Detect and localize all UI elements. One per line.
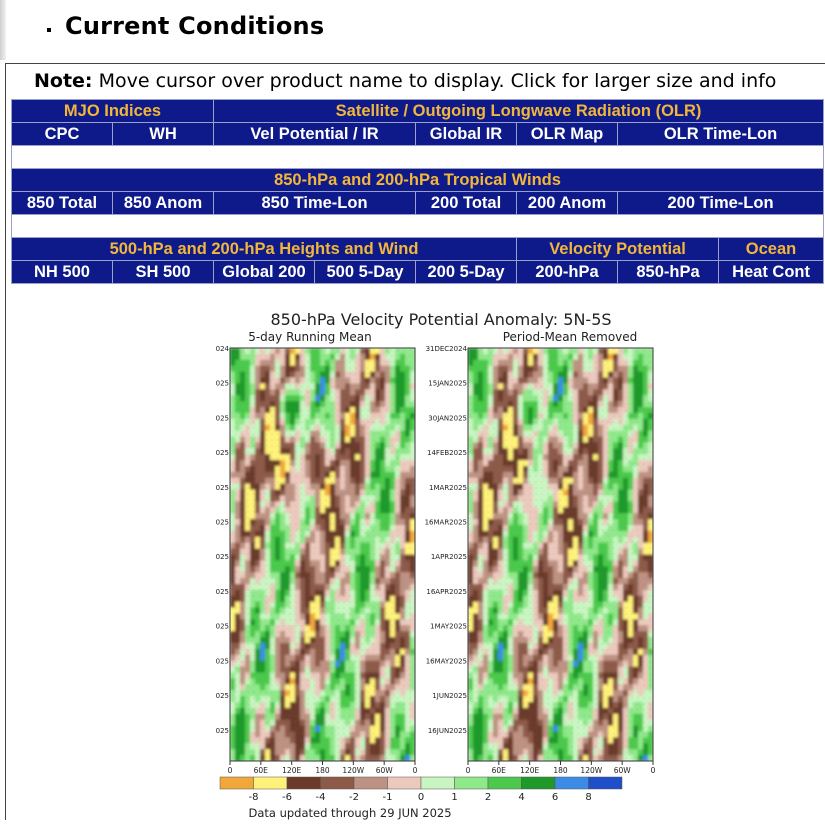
left-subtitle: 5-day Running Mean bbox=[248, 330, 372, 344]
link-global-ir[interactable]: Global IR bbox=[415, 122, 518, 146]
hovmoller-plot: 850-hPa Velocity Potential Anomaly: 5N-5… bbox=[187, 310, 656, 820]
figure-title: 850-hPa Velocity Potential Anomaly: 5N-5… bbox=[270, 310, 611, 329]
nav-header-row-2: 850-hPa and 200-hPa Tropical Winds bbox=[10, 168, 825, 192]
link-850-time-lon[interactable]: 850 Time-Lon bbox=[213, 191, 417, 215]
link-olr-map[interactable]: OLR Map bbox=[516, 122, 619, 146]
note-text: Move cursor over product name to display… bbox=[98, 70, 777, 92]
satellite-olr-header: Satellite / Outgoing Longwave Radiation … bbox=[213, 99, 825, 123]
link-850-hpa[interactable]: 850-hPa bbox=[617, 260, 720, 284]
bullet-icon bbox=[47, 28, 51, 32]
nav-header-row-3: 500-hPa and 200-hPa Heights and Wind Vel… bbox=[10, 237, 825, 261]
note-label: Note: bbox=[34, 70, 93, 92]
right-panel-field bbox=[468, 348, 653, 761]
link-wh[interactable]: WH bbox=[111, 122, 215, 146]
link-olr-time-lon[interactable]: OLR Time-Lon bbox=[617, 122, 825, 146]
link-heat-cont[interactable]: Heat Cont bbox=[718, 260, 825, 284]
stipple-overlay bbox=[230, 348, 415, 761]
left-panel-field bbox=[230, 348, 415, 761]
ocean-header: Ocean bbox=[718, 237, 825, 261]
page-left-edge bbox=[0, 0, 6, 60]
link-cpc[interactable]: CPC bbox=[11, 122, 113, 146]
nav-link-row-2: 850 Total 850 Anom 850 Time-Lon 200 Tota… bbox=[11, 191, 825, 215]
tropical-winds-header: 850-hPa and 200-hPa Tropical Winds bbox=[10, 168, 825, 192]
nav-spacer-1 bbox=[10, 145, 825, 169]
link-200-hpa[interactable]: 200-hPa bbox=[516, 260, 619, 284]
nav-spacer-2 bbox=[10, 214, 825, 238]
heights-wind-header: 500-hPa and 200-hPa Heights and Wind bbox=[10, 237, 518, 261]
product-nav-table: MJO Indices Satellite / Outgoing Longwav… bbox=[10, 99, 825, 284]
nav-link-row-3: NH 500 SH 500 Global 200 500 5-Day 200 5… bbox=[11, 260, 825, 284]
nav-link-row-1: CPC WH Vel Potential / IR Global IR OLR … bbox=[11, 122, 825, 146]
mjo-indices-header: MJO Indices bbox=[10, 99, 215, 123]
link-200-anom[interactable]: 200 Anom bbox=[516, 191, 619, 215]
link-200-5-day[interactable]: 200 5-Day bbox=[415, 260, 518, 284]
link-nh-500[interactable]: NH 500 bbox=[11, 260, 113, 284]
section-title: Current Conditions bbox=[65, 12, 325, 40]
link-500-5-day[interactable]: 500 5-Day bbox=[314, 260, 417, 284]
link-850-total[interactable]: 850 Total bbox=[11, 191, 113, 215]
section-header: Current Conditions bbox=[47, 8, 324, 44]
link-sh-500[interactable]: SH 500 bbox=[111, 260, 215, 284]
right-subtitle: Period-Mean Removed bbox=[503, 330, 638, 344]
link-global-200[interactable]: Global 200 bbox=[213, 260, 316, 284]
link-850-anom[interactable]: 850 Anom bbox=[111, 191, 215, 215]
velocity-potential-header: Velocity Potential bbox=[516, 237, 720, 261]
link-200-time-lon[interactable]: 200 Time-Lon bbox=[617, 191, 825, 215]
velocity-potential-figure[interactable]: 850-hPa Velocity Potential Anomaly: 5N-5… bbox=[187, 305, 665, 820]
link-200-total[interactable]: 200 Total bbox=[415, 191, 518, 215]
content-panel bbox=[5, 63, 825, 820]
nav-header-row-1: MJO Indices Satellite / Outgoing Longwav… bbox=[10, 99, 825, 123]
link-vel-potential-ir[interactable]: Vel Potential / IR bbox=[213, 122, 417, 146]
note-line: Note: Move cursor over product name to d… bbox=[34, 70, 776, 92]
